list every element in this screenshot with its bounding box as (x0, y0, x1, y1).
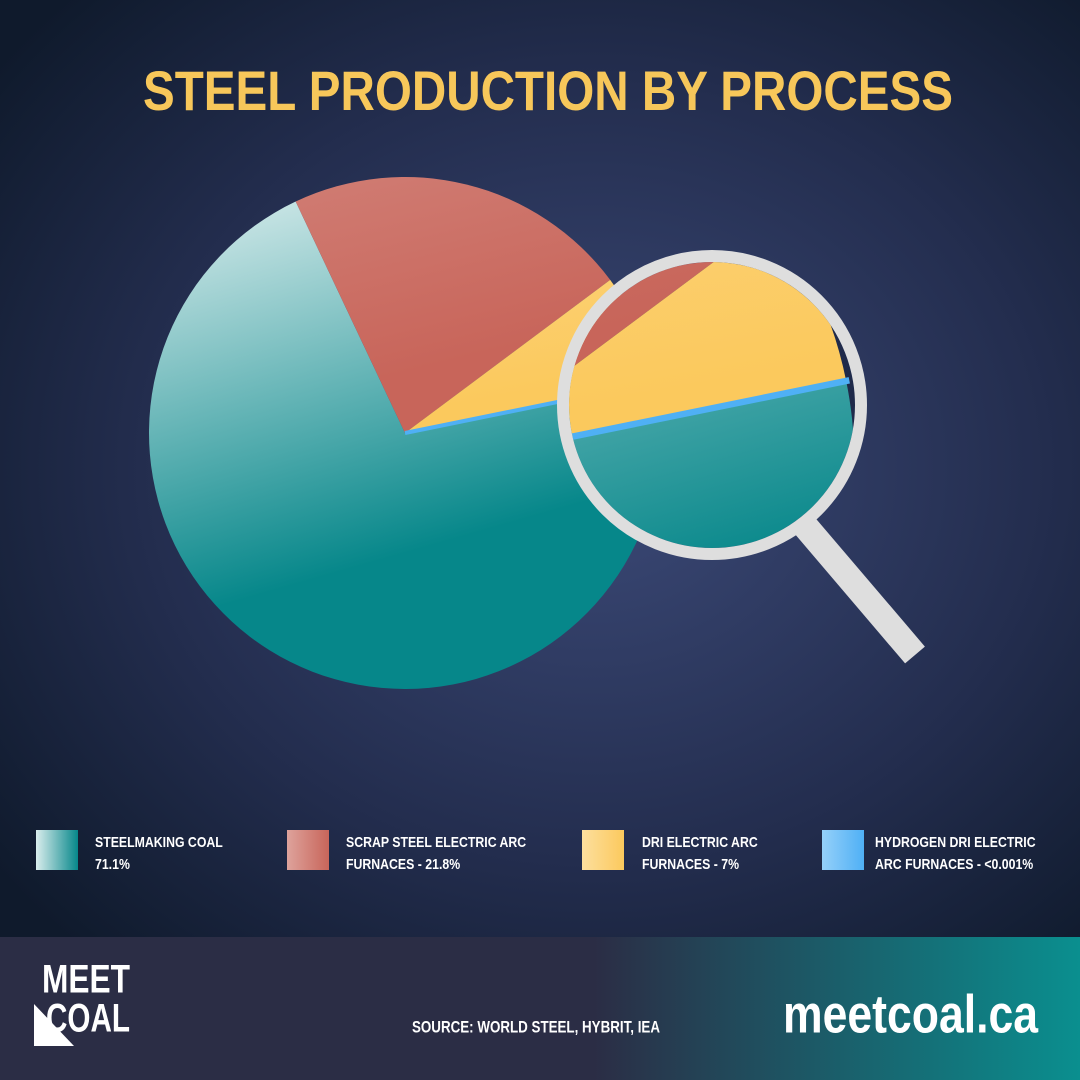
logo-mark (34, 1004, 74, 1046)
magnifier-ring (557, 250, 867, 560)
website: meetcoal.ca (783, 984, 1039, 1044)
pie-slice (295, 177, 611, 433)
source: SOURCE: WORLD STEEL, HYBRIT, IEA (412, 1017, 660, 1036)
chart-title: STEEL PRODUCTION BY PROCESS (143, 59, 953, 122)
magnifier-handle (790, 511, 925, 664)
logo-text: MEET (42, 958, 130, 1002)
legend-swatch (36, 830, 78, 870)
lens (569, 262, 855, 548)
legend-label: DRI ELECTRIC ARC FURNACES - 7% (642, 834, 758, 873)
legend-label: HYDROGEN DRI ELECTRIC ARC FURNACES - <0.… (875, 834, 1036, 873)
zoomed-slice (569, 377, 850, 466)
pie-slice (149, 201, 661, 689)
legend-swatch (822, 830, 864, 870)
legend-label: STEELMAKING COAL 71.1% (95, 834, 223, 873)
footer-bar (0, 937, 1080, 1080)
zoom-view (569, 262, 855, 548)
zoomed-slice (569, 262, 847, 463)
legend-swatch (582, 830, 624, 870)
legend-label: SCRAP STEEL ELECTRIC ARC FURNACES - 21.8… (346, 834, 527, 873)
legend-swatch (287, 830, 329, 870)
